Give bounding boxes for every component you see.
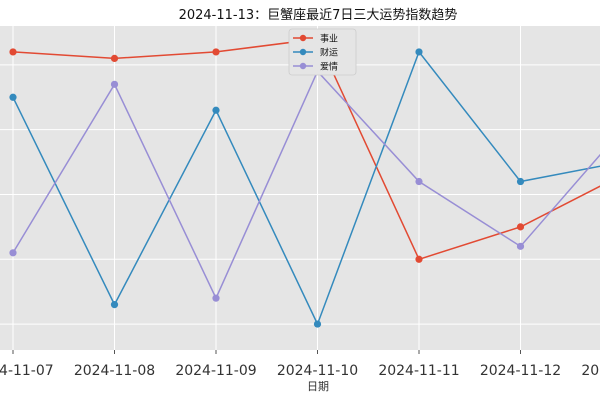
legend-marker [299,48,307,56]
data-point [9,48,17,56]
legend-label: 事业 [320,33,338,45]
data-point [110,54,119,63]
legend-label: 财运 [320,47,338,59]
data-point [516,242,525,250]
chart-title: 2024-11-13：巨蟹座最近7日三大运势指数趋势 [179,7,458,23]
data-point [415,48,423,56]
data-point [516,223,525,231]
data-point [9,93,17,101]
data-point [212,294,220,302]
x-axis-label: 日期 [307,380,329,393]
data-point [212,48,220,56]
data-point [110,80,119,88]
legend-label: 爱情 [320,61,338,73]
x-axis-ticks: 2024-11-07 2024-11-08 2024-11-09 2024-11-10… [0,350,600,379]
x-tick-label: 2024-11-11 [378,363,459,379]
data-point [415,177,423,186]
legend-marker [299,34,307,42]
data-point [415,255,423,263]
x-tick-label: 2024-11-12 [480,363,561,379]
data-point [110,301,119,309]
x-tick-label: 2024-11-10 [277,363,358,379]
x-tick-label: 2024-11-07 [0,363,54,379]
data-point [313,320,322,328]
x-tick-label: 2024-11-13 [581,363,600,379]
legend-marker [299,62,307,70]
x-tick-label: 2024-11-09 [175,363,256,379]
data-point [516,177,525,186]
data-point [9,249,17,257]
legend-box [288,28,357,76]
plot-background [0,26,600,350]
data-point [212,106,220,114]
x-tick-label: 2024-11-08 [74,363,155,379]
